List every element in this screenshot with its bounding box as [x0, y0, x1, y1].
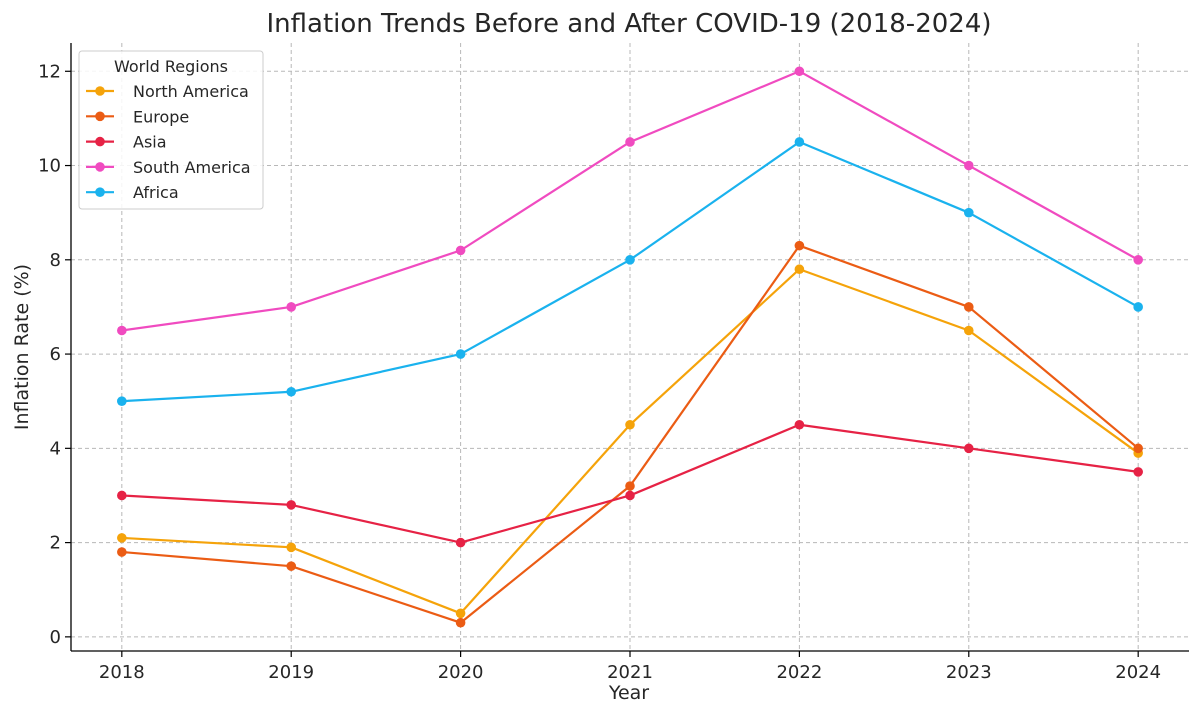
- data-point: [794, 137, 805, 147]
- legend-swatch-marker: [95, 187, 105, 197]
- data-point: [625, 481, 635, 491]
- y-tick-label: 2: [50, 533, 61, 554]
- series-europe: [117, 240, 1143, 628]
- x-tick-label: 2020: [438, 662, 484, 683]
- x-tick-label: 2019: [268, 662, 314, 683]
- x-tick-label: 2024: [1115, 662, 1161, 683]
- legend-item: Europe: [86, 107, 189, 126]
- data-point: [117, 547, 127, 557]
- y-tick-label: 8: [50, 250, 61, 271]
- legend-label: South America: [133, 158, 251, 177]
- data-point: [286, 500, 297, 510]
- series-line: [121, 140, 1139, 403]
- data-point: [625, 490, 635, 501]
- legend-label: Asia: [133, 133, 167, 152]
- data-point: [625, 137, 635, 147]
- data-point: [1133, 255, 1143, 265]
- y-tick-label: 0: [50, 627, 61, 648]
- series-africa: [117, 137, 1143, 407]
- data-point: [455, 608, 466, 619]
- data-point: [794, 264, 805, 275]
- data-point: [625, 419, 635, 430]
- y-tick-label: 6: [50, 344, 61, 365]
- data-point: [963, 302, 974, 312]
- x-tick-label: 2022: [776, 662, 822, 683]
- x-axis-label: Year: [608, 682, 649, 704]
- x-tick-label: 2018: [99, 662, 145, 683]
- x-tick-label: 2023: [946, 662, 992, 683]
- data-point: [963, 325, 974, 336]
- data-point: [117, 325, 127, 336]
- data-point: [286, 561, 297, 571]
- legend-swatch-marker: [95, 86, 105, 96]
- data-point: [1133, 443, 1143, 454]
- y-axis-label: Inflation Rate (%): [11, 264, 33, 430]
- data-point: [286, 302, 297, 312]
- legend-item: Asia: [86, 133, 167, 152]
- data-point: [286, 386, 297, 397]
- legend-swatch-marker: [95, 162, 105, 172]
- series-asia: [117, 419, 1143, 548]
- data-point: [117, 533, 127, 543]
- legend-title: World Regions: [114, 57, 228, 76]
- grid-lines: [71, 43, 1189, 651]
- series-south-america: [117, 66, 1143, 336]
- data-point: [794, 66, 805, 77]
- data-point: [286, 542, 297, 553]
- data-point: [455, 349, 466, 359]
- legend-item: North America: [86, 82, 249, 101]
- chart-title: Inflation Trends Before and After COVID-…: [266, 9, 991, 39]
- legend-item: Africa: [86, 183, 179, 202]
- data-point: [794, 419, 805, 430]
- data-point: [1133, 302, 1143, 312]
- legend-item: South America: [86, 158, 251, 177]
- series-layer: [117, 66, 1143, 628]
- data-point: [455, 245, 466, 256]
- legend-frame: [78, 50, 264, 210]
- series-north-america: [117, 264, 1143, 619]
- y-tick-label: 10: [38, 156, 61, 177]
- data-point: [963, 160, 974, 171]
- data-point: [963, 207, 974, 218]
- legend: World Regions North America Europe Asia Sou…: [78, 50, 264, 210]
- data-point: [963, 443, 974, 454]
- data-point: [1133, 467, 1143, 477]
- y-tick-label: 12: [38, 61, 61, 82]
- data-point: [794, 240, 805, 251]
- data-point: [117, 490, 127, 501]
- y-tick-label: 4: [50, 438, 61, 459]
- data-point: [625, 255, 635, 265]
- data-point: [455, 617, 466, 628]
- legend-label: Africa: [133, 183, 179, 202]
- legend-swatch-marker: [95, 136, 105, 147]
- x-tick-label: 2021: [607, 662, 653, 683]
- axes: 2018 2019 2020 2021 2022 2023 2024 0 2 4 6 8 10 12: [38, 43, 1189, 683]
- data-point: [455, 537, 466, 548]
- legend-label: North America: [133, 82, 249, 101]
- legend-swatch-marker: [95, 111, 105, 122]
- data-point: [117, 396, 127, 407]
- legend-label: Europe: [133, 107, 189, 126]
